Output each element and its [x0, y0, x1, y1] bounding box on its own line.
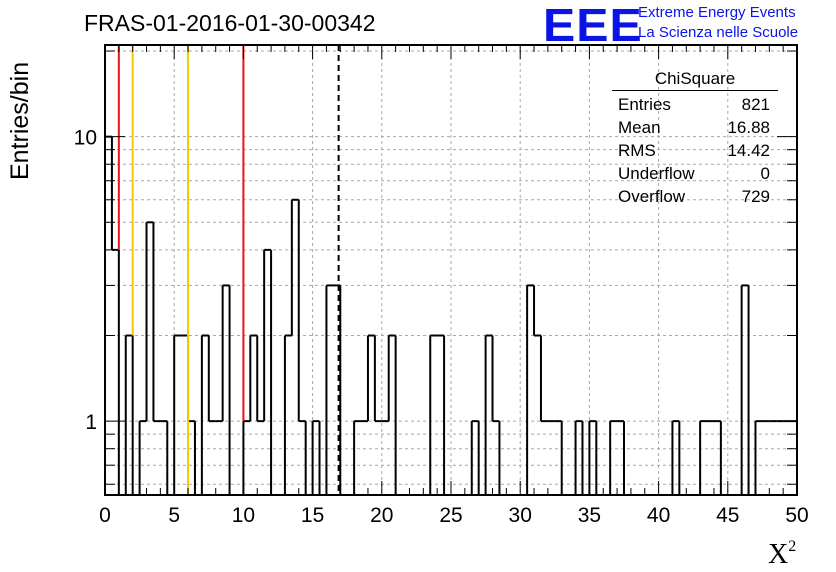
x-tick-label: 20 [370, 504, 393, 527]
histogram-bin [270, 249, 278, 496]
eee-logo-letters: EEE [543, 0, 643, 51]
x-tick-label: 10 [232, 504, 255, 527]
histogram-bin [290, 198, 299, 336]
histogram-bin [366, 334, 375, 422]
histogram-bin [443, 335, 451, 496]
histogram-bin [533, 285, 541, 337]
stats-label: Underflow [618, 164, 695, 183]
stats-box: ChiSquare Entries 821 Mean 16.88 RMS 14.… [612, 68, 778, 208]
x-tick-label: 30 [509, 504, 532, 527]
histogram-bin [124, 334, 133, 495]
histogram-bin [200, 334, 209, 495]
y-axis-label: Entries/bin [6, 61, 34, 180]
histogram-bin [429, 334, 438, 495]
y-tick-label: 10 [74, 127, 97, 150]
histogram-bin [263, 248, 272, 422]
histogram-bin [117, 249, 126, 496]
histogram-bin [373, 335, 382, 423]
x-tick-label: 45 [716, 504, 739, 527]
stats-value: 729 [741, 187, 770, 206]
histogram-bin [325, 284, 334, 495]
histogram-bin [387, 334, 396, 422]
stats-row-rms: RMS 14.42 [612, 139, 778, 162]
x-tick-label: 40 [647, 504, 670, 527]
histogram-bin [104, 135, 112, 495]
stats-value: 16.88 [727, 118, 770, 137]
x-tick-label: 5 [168, 504, 180, 527]
chart-title: FRAS-01-2016-01-30-00342 [84, 10, 376, 36]
x-axis-label: X2 [768, 538, 796, 571]
histogram-bin [221, 284, 230, 422]
stats-divider [612, 90, 778, 91]
histogram-bin [470, 420, 479, 495]
histogram-bin [491, 335, 500, 423]
x-axis-label-exponent: 2 [788, 538, 797, 555]
histogram-bin [131, 335, 140, 496]
axis-tick-labels: 0 5 10 15 20 25 30 35 40 45 50 1 10 [74, 127, 809, 527]
x-tick-label: 25 [439, 504, 462, 527]
histogram-bin [207, 335, 216, 423]
stats-title: ChiSquare [654, 69, 736, 88]
logo-line-1: Extreme Energy Events [638, 4, 796, 21]
histogram-bin [526, 284, 535, 495]
stats-value: 0 [760, 164, 770, 183]
histogram-bin [754, 420, 763, 495]
histogram-bin [671, 420, 680, 495]
histogram-bin [339, 285, 348, 496]
x-tick-label: 50 [785, 504, 808, 527]
stats-row-underflow: Underflow 0 [612, 162, 778, 185]
x-tick-label: 35 [578, 504, 601, 527]
eee-logo: EEE [543, 2, 642, 48]
histogram-bin [152, 222, 161, 423]
stats-label: RMS [618, 141, 656, 160]
histogram-bin [609, 420, 618, 495]
logo-line-2: La Scienza nelle Scuole [638, 24, 799, 41]
x-tick-label: 0 [99, 504, 111, 527]
stats-row-entries: Entries 821 [612, 93, 778, 116]
histogram-bin [256, 335, 265, 423]
histogram-bin [283, 334, 292, 495]
histogram-bin [297, 199, 306, 423]
histogram-bin [138, 420, 147, 495]
histogram-bin [484, 334, 493, 495]
stats-value: 14.42 [727, 141, 770, 160]
grid-lines [105, 45, 797, 495]
histogram-bin [110, 136, 119, 251]
stats-label: Mean [618, 118, 661, 137]
histogram-bin [353, 420, 362, 495]
histogram [104, 135, 797, 496]
stats-row-mean: Mean 16.88 [612, 116, 778, 139]
x-tick-label: 15 [301, 504, 324, 527]
axis-ticks [104, 45, 798, 495]
stats-label: Entries [618, 95, 671, 114]
histogram-bin [539, 335, 548, 423]
histogram-bin [145, 221, 154, 422]
histogram-bin [249, 334, 258, 422]
histogram-bin [747, 285, 756, 496]
x-axis-label-base: X [768, 539, 789, 570]
histogram-bin [394, 335, 403, 496]
histogram-bin [574, 420, 583, 495]
histogram-bin [187, 335, 195, 423]
stats-label: Overflow [618, 187, 686, 206]
histogram-bin [228, 285, 237, 496]
y-tick-label: 1 [85, 411, 97, 434]
histogram-bin [699, 420, 708, 495]
histogram-bin [173, 334, 182, 495]
stats-value: 821 [741, 95, 770, 114]
marker-lines [117, 45, 340, 495]
histogram-bin [740, 284, 749, 495]
stats-row-overflow: Overflow 729 [612, 185, 778, 208]
